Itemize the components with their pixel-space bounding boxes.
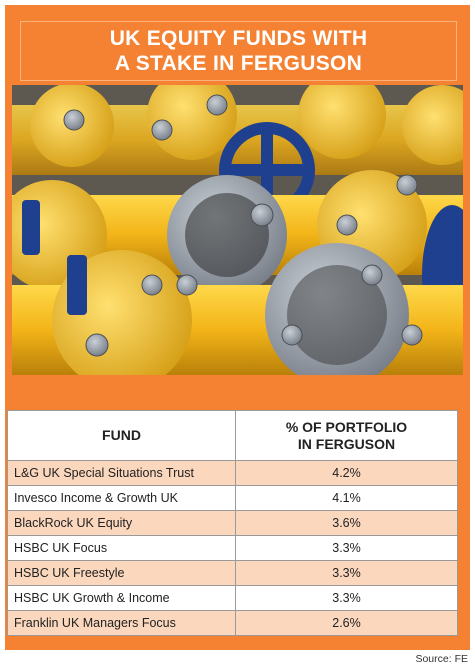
table-header-row: FUND % OF PORTFOLIO IN FERGUSON	[7, 410, 458, 461]
fund-pct: 3.3%	[235, 560, 458, 586]
table-row: L&G UK Special Situations Trust 4.2%	[7, 460, 458, 486]
title-banner: UK EQUITY FUNDS WITH A STAKE IN FERGUSON	[20, 21, 457, 81]
fund-name: L&G UK Special Situations Trust	[7, 460, 236, 486]
table-row: Franklin UK Managers Focus 2.6%	[7, 610, 458, 636]
valves-photo	[12, 85, 463, 375]
table-row: HSBC UK Freestyle 3.3%	[7, 560, 458, 586]
fund-name: Franklin UK Managers Focus	[7, 610, 236, 636]
infographic-card: UK EQUITY FUNDS WITH A STAKE IN FERGUSON	[5, 5, 470, 650]
fund-name: HSBC UK Focus	[7, 535, 236, 561]
table-row: HSBC UK Focus 3.3%	[7, 535, 458, 561]
table-row: Invesco Income & Growth UK 4.1%	[7, 485, 458, 511]
fund-pct: 2.6%	[235, 610, 458, 636]
fund-pct: 3.3%	[235, 535, 458, 561]
header-fund: FUND	[7, 410, 236, 461]
fund-name: HSBC UK Growth & Income	[7, 585, 236, 611]
fund-name: HSBC UK Freestyle	[7, 560, 236, 586]
header-pct: % OF PORTFOLIO IN FERGUSON	[235, 410, 458, 461]
source-note: Source: FE	[415, 653, 468, 665]
funds-table: FUND % OF PORTFOLIO IN FERGUSON L&G UK S…	[7, 410, 458, 636]
fund-pct: 4.1%	[235, 485, 458, 511]
fund-name: Invesco Income & Growth UK	[7, 485, 236, 511]
table-row: HSBC UK Growth & Income 3.3%	[7, 585, 458, 611]
fund-name: BlackRock UK Equity	[7, 510, 236, 536]
fund-pct: 3.3%	[235, 585, 458, 611]
infographic-title: UK EQUITY FUNDS WITH A STAKE IN FERGUSON	[109, 27, 368, 75]
fund-pct: 4.2%	[235, 460, 458, 486]
fund-pct: 3.6%	[235, 510, 458, 536]
table-row: BlackRock UK Equity 3.6%	[7, 510, 458, 536]
valves-illustration	[12, 85, 463, 375]
